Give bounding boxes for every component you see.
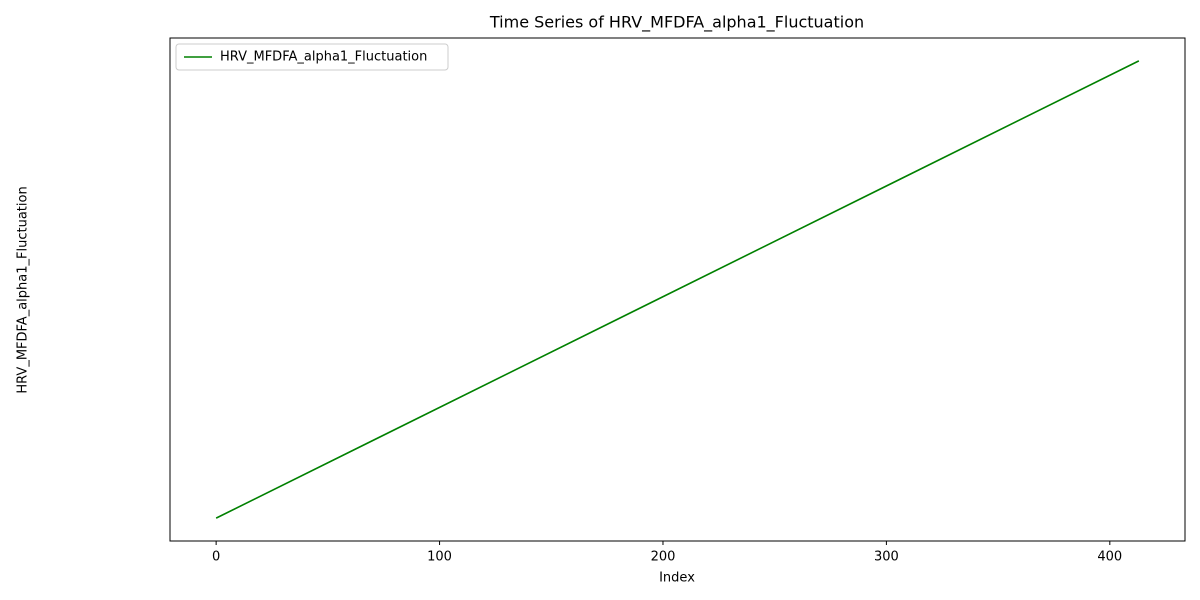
x-tick-label: 100 [427,550,452,565]
x-tick-label: 300 [874,550,899,565]
plot-frame [169,37,1186,542]
y-axis-label: HRV_MFDFA_alpha1_Fluctuation [16,186,31,393]
chart-title: Time Series of HRV_MFDFA_alpha1_Fluctuat… [489,13,864,33]
x-axis-label: Index [659,571,695,586]
x-tick-label: 200 [651,550,676,565]
x-tick-label: 400 [1097,550,1122,565]
legend-label: HRV_MFDFA_alpha1_Fluctuation [220,50,427,65]
line [215,60,1140,519]
legend-box [175,43,449,71]
x-tick-label: 0 [212,550,220,565]
